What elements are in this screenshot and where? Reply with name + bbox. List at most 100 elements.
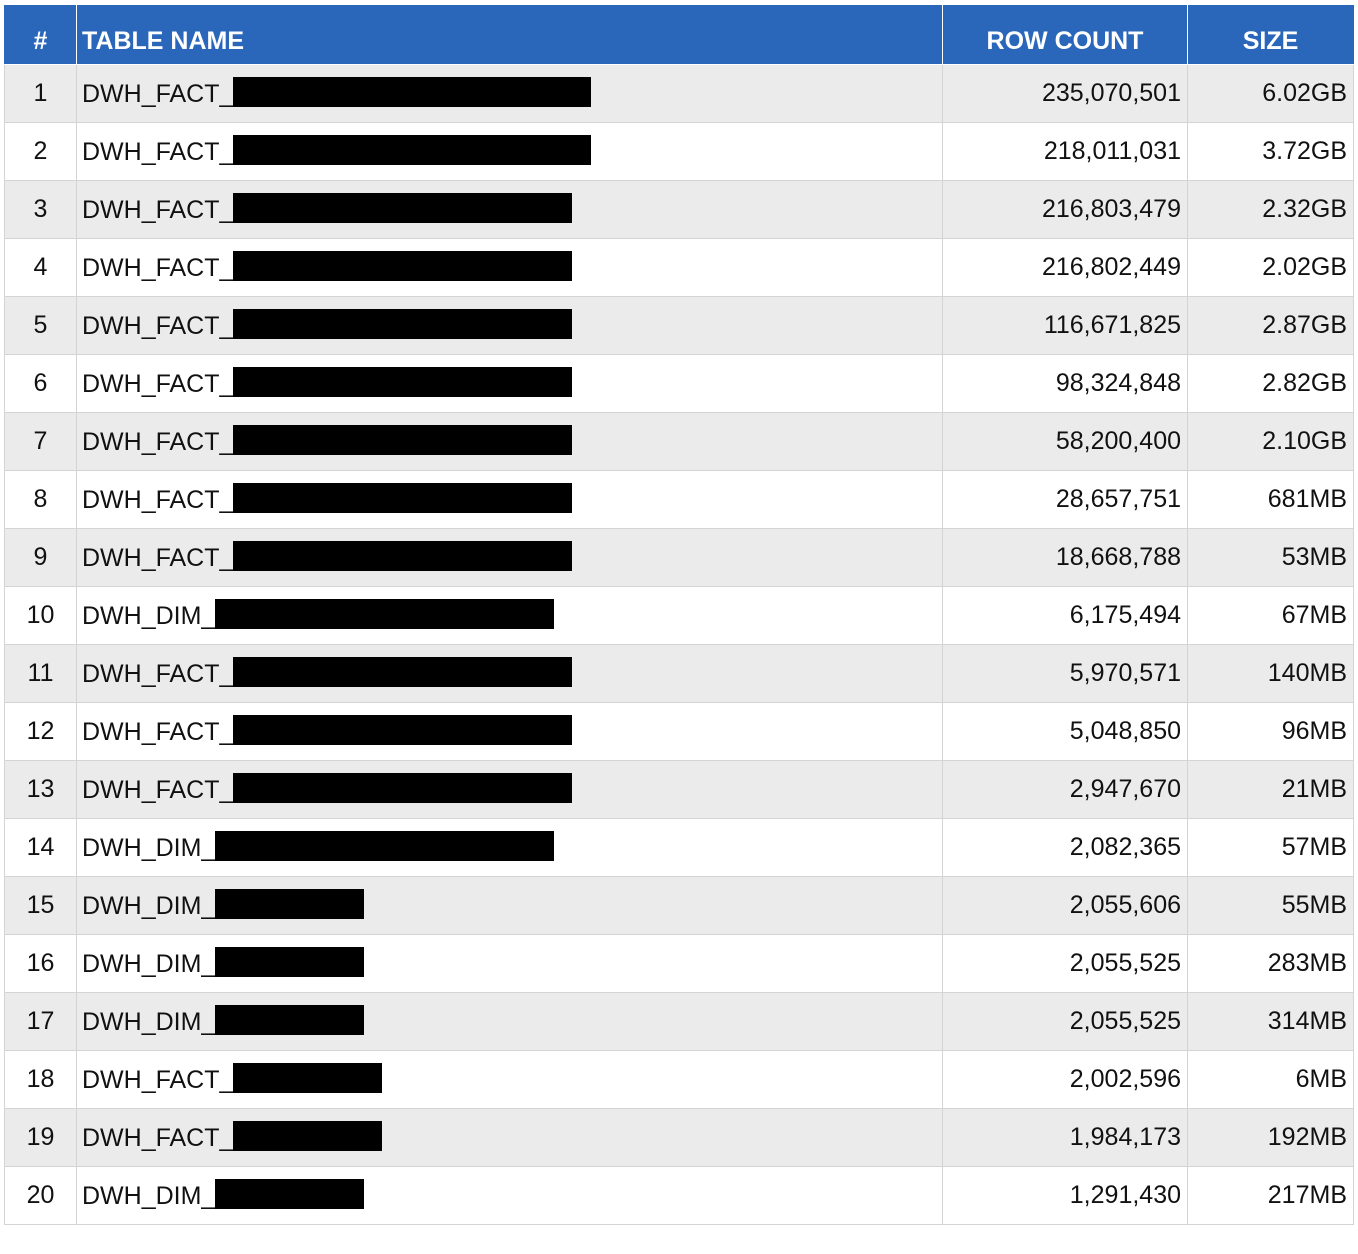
redaction-bar xyxy=(233,1062,383,1093)
row-count-cell: 2,055,606 xyxy=(942,876,1188,935)
row-number: 17 xyxy=(4,992,77,1051)
table-row: 6 DWH_FACT_ 98,324,848 2.82GB xyxy=(4,354,1354,413)
table-row: 5 DWH_FACT_ 116,671,825 2.87GB xyxy=(4,296,1354,355)
row-number: 8 xyxy=(4,470,77,529)
redaction-bar xyxy=(233,424,573,455)
size-cell: 53MB xyxy=(1187,528,1354,587)
redaction-bar xyxy=(233,540,573,571)
row-count-cell: 98,324,848 xyxy=(942,354,1188,413)
row-number: 5 xyxy=(4,296,77,355)
redaction-bar xyxy=(233,308,573,339)
size-cell: 96MB xyxy=(1187,702,1354,761)
redaction-bar xyxy=(233,134,592,165)
table-name-prefix: DWH_FACT_ xyxy=(82,1065,234,1094)
size-cell: 6.02GB xyxy=(1187,64,1354,123)
table-name-prefix: DWH_FACT_ xyxy=(82,717,234,746)
row-count-cell: 2,002,596 xyxy=(942,1050,1188,1109)
row-count-cell: 1,984,173 xyxy=(942,1108,1188,1167)
table-row: 4 DWH_FACT_ 216,802,449 2.02GB xyxy=(4,238,1354,297)
table-row: 18 DWH_FACT_ 2,002,596 6MB xyxy=(4,1050,1354,1109)
row-number: 10 xyxy=(4,586,77,645)
row-count-cell: 116,671,825 xyxy=(942,296,1188,355)
size-cell: 21MB xyxy=(1187,760,1354,819)
table-name-cell: DWH_DIM_ xyxy=(76,1166,943,1225)
table-row: 10 DWH_DIM_ 6,175,494 67MB xyxy=(4,586,1354,645)
row-count-cell: 6,175,494 xyxy=(942,586,1188,645)
size-cell: 67MB xyxy=(1187,586,1354,645)
row-count-cell: 18,668,788 xyxy=(942,528,1188,587)
row-number: 7 xyxy=(4,412,77,471)
row-number: 4 xyxy=(4,238,77,297)
table-name-prefix: DWH_FACT_ xyxy=(82,253,234,282)
table-name-cell: DWH_FACT_ xyxy=(76,122,943,181)
row-number: 12 xyxy=(4,702,77,761)
table-row: 8 DWH_FACT_ 28,657,751 681MB xyxy=(4,470,1354,529)
row-count-cell: 2,055,525 xyxy=(942,934,1188,993)
redaction-bar xyxy=(233,76,592,107)
redaction-bar xyxy=(215,830,555,861)
header-row-count: ROW COUNT xyxy=(942,5,1188,65)
size-cell: 3.72GB xyxy=(1187,122,1354,181)
table-name-prefix: DWH_DIM_ xyxy=(82,891,216,920)
table-row: 15 DWH_DIM_ 2,055,606 55MB xyxy=(4,876,1354,935)
table-name-cell: DWH_FACT_ xyxy=(76,180,943,239)
row-count-cell: 5,970,571 xyxy=(942,644,1188,703)
size-cell: 2.02GB xyxy=(1187,238,1354,297)
row-number: 19 xyxy=(4,1108,77,1167)
table-row: 3 DWH_FACT_ 216,803,479 2.32GB xyxy=(4,180,1354,239)
size-cell: 283MB xyxy=(1187,934,1354,993)
table-name-prefix: DWH_DIM_ xyxy=(82,833,216,862)
row-count-cell: 2,055,525 xyxy=(942,992,1188,1051)
row-number: 16 xyxy=(4,934,77,993)
table-name-prefix: DWH_DIM_ xyxy=(82,949,216,978)
redaction-bar xyxy=(233,1120,383,1151)
row-number: 1 xyxy=(4,64,77,123)
table-name-cell: DWH_FACT_ xyxy=(76,1108,943,1167)
redaction-bar xyxy=(233,250,573,281)
table-name-prefix: DWH_FACT_ xyxy=(82,79,234,108)
table-row: 13 DWH_FACT_ 2,947,670 21MB xyxy=(4,760,1354,819)
size-cell: 2.82GB xyxy=(1187,354,1354,413)
table-name-cell: DWH_DIM_ xyxy=(76,818,943,877)
size-cell: 2.32GB xyxy=(1187,180,1354,239)
size-cell: 6MB xyxy=(1187,1050,1354,1109)
table-name-cell: DWH_FACT_ xyxy=(76,644,943,703)
table-name-cell: DWH_DIM_ xyxy=(76,992,943,1051)
row-count-cell: 58,200,400 xyxy=(942,412,1188,471)
row-count-cell: 5,048,850 xyxy=(942,702,1188,761)
table-name-prefix: DWH_DIM_ xyxy=(82,1181,216,1210)
header-size: SIZE xyxy=(1187,5,1354,65)
table-name-cell: DWH_FACT_ xyxy=(76,1050,943,1109)
redaction-bar xyxy=(215,888,365,919)
table-name-cell: DWH_FACT_ xyxy=(76,296,943,355)
table-name-cell: DWH_DIM_ xyxy=(76,586,943,645)
size-cell: 314MB xyxy=(1187,992,1354,1051)
table-name-cell: DWH_FACT_ xyxy=(76,702,943,761)
header-num: # xyxy=(4,5,77,65)
size-cell: 55MB xyxy=(1187,876,1354,935)
table-name-prefix: DWH_DIM_ xyxy=(82,601,216,630)
table-name-cell: DWH_FACT_ xyxy=(76,760,943,819)
table-name-prefix: DWH_DIM_ xyxy=(82,1007,216,1036)
tables-size-table: # TABLE NAME ROW COUNT SIZE 1 DWH_FACT_ 23… xyxy=(4,5,1354,1225)
redaction-bar xyxy=(215,946,365,977)
table-row: 2 DWH_FACT_ 218,011,031 3.72GB xyxy=(4,122,1354,181)
size-cell: 2.87GB xyxy=(1187,296,1354,355)
row-number: 6 xyxy=(4,354,77,413)
size-cell: 57MB xyxy=(1187,818,1354,877)
table-name-prefix: DWH_FACT_ xyxy=(82,543,234,572)
row-number: 18 xyxy=(4,1050,77,1109)
row-count-cell: 28,657,751 xyxy=(942,470,1188,529)
size-cell: 192MB xyxy=(1187,1108,1354,1167)
row-number: 3 xyxy=(4,180,77,239)
table-row: 16 DWH_DIM_ 2,055,525 283MB xyxy=(4,934,1354,993)
table-name-prefix: DWH_FACT_ xyxy=(82,311,234,340)
row-number: 15 xyxy=(4,876,77,935)
redaction-bar xyxy=(215,1004,365,1035)
redaction-bar xyxy=(215,1178,365,1209)
row-count-cell: 218,011,031 xyxy=(942,122,1188,181)
table-header: # TABLE NAME ROW COUNT SIZE xyxy=(4,5,1354,65)
row-number: 2 xyxy=(4,122,77,181)
table-name-prefix: DWH_FACT_ xyxy=(82,775,234,804)
size-cell: 217MB xyxy=(1187,1166,1354,1225)
